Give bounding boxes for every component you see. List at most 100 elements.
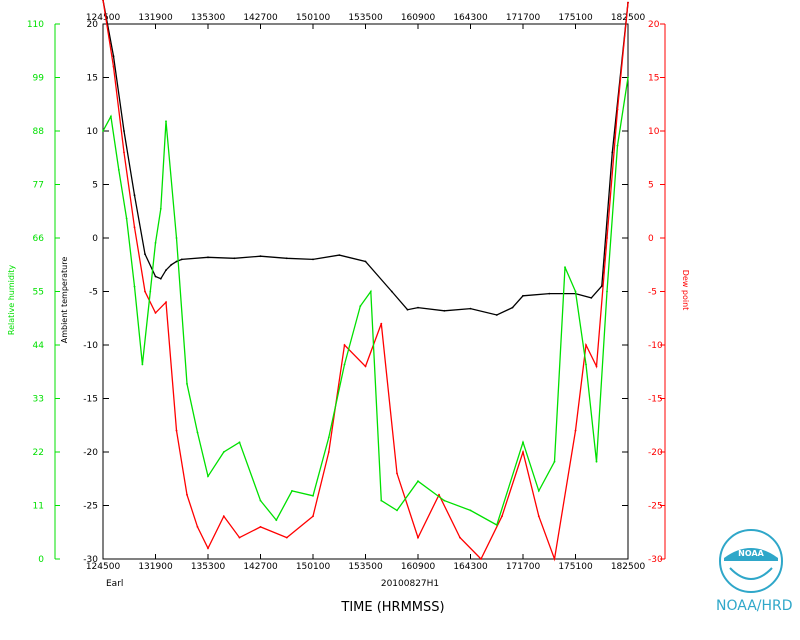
dew-axis-title: Dew point	[681, 270, 690, 311]
series-point-dewpoint	[285, 536, 288, 539]
series-point-humidity	[125, 217, 128, 220]
series-point-humidity	[564, 266, 566, 269]
series-point-dewpoint	[133, 226, 136, 229]
x-tick-label: 171700	[506, 562, 541, 572]
series-point-temperature	[469, 307, 472, 310]
series-point-temperature	[417, 306, 419, 309]
storm-label: Earl	[106, 579, 123, 589]
x-tick-label: 135300	[191, 562, 226, 572]
series-point-temperature	[406, 308, 409, 311]
series-point-humidity	[186, 383, 188, 385]
x-tick-label: 182500	[611, 562, 646, 572]
series-line-dewpoint	[102, 0, 629, 562]
series-point-humidity	[443, 499, 446, 502]
x-tick-label: 175100	[558, 562, 593, 572]
dew-tick-label: 20	[648, 20, 660, 30]
series-point-humidity	[495, 524, 498, 526]
series-point-humidity	[141, 363, 144, 366]
series-point-humidity	[154, 242, 157, 244]
series-point-dewpoint	[196, 526, 199, 528]
series-point-temperature	[154, 275, 157, 278]
rh-tick-label: 33	[33, 395, 44, 405]
temp-tick-label: -5	[89, 288, 98, 298]
series-point-dewpoint	[553, 558, 556, 560]
x-tick-label-top: 175100	[558, 13, 593, 23]
series-point-humidity	[595, 460, 598, 463]
series-point-temperature	[548, 292, 551, 295]
series-point-dewpoint	[480, 558, 482, 560]
series-point-humidity	[396, 509, 398, 512]
date-label: 20100827H1	[381, 579, 439, 589]
series-point-dewpoint	[595, 365, 598, 368]
series-point-dewpoint	[312, 515, 314, 518]
temp-axis-title: Ambient temperature	[60, 257, 69, 344]
series-point-humidity	[207, 475, 209, 478]
x-tick-label: 142700	[243, 562, 278, 572]
series-point-temperature	[285, 257, 288, 260]
x-tick-label-top: 124500	[86, 13, 121, 23]
x-tick-label-top: 153500	[348, 13, 383, 23]
series-point-dewpoint	[222, 515, 225, 518]
x-tick-label-top: 131900	[138, 13, 173, 23]
rh-tick-label: 0	[38, 555, 44, 565]
series-point-temperature	[364, 260, 367, 263]
series-point-humidity	[469, 509, 472, 512]
series-point-temperature	[133, 194, 136, 197]
series-point-humidity	[522, 441, 524, 444]
x-tick-label-top: 142700	[243, 13, 278, 23]
series-point-dewpoint	[574, 429, 577, 432]
series-point-dewpoint	[537, 515, 540, 518]
series-point-humidity	[585, 363, 587, 366]
series-point-humidity	[102, 130, 104, 132]
x-tick-label-top: 160900	[401, 13, 436, 23]
time-axis-title: TIME (HRMMSS)	[340, 600, 444, 615]
series-point-temperature	[175, 260, 178, 263]
rh-tick-label: 110	[27, 20, 44, 30]
temp-tick-label: -30	[83, 555, 98, 565]
series-point-dewpoint	[175, 429, 178, 432]
dew-tick-label: -15	[648, 395, 663, 405]
series-point-temperature	[123, 130, 125, 132]
x-tick-label: 124500	[86, 562, 121, 572]
series-point-humidity	[196, 431, 199, 434]
series-point-humidity	[117, 169, 120, 171]
x-tick-label-top: 182500	[611, 13, 646, 23]
noaa-logo-icon: NOAA	[719, 529, 783, 593]
plot-frame	[102, 23, 629, 560]
dew-tick-label: 10	[648, 127, 660, 137]
dew-tick-label: -5	[648, 288, 657, 298]
temp-tick-label: -25	[83, 502, 98, 512]
series-point-dewpoint	[144, 290, 146, 293]
series-point-humidity	[222, 451, 225, 453]
x-tick-label: 153500	[348, 562, 383, 572]
rh-tick-label: 55	[33, 288, 44, 298]
series-point-humidity	[343, 363, 346, 366]
plot-area	[102, 23, 629, 560]
rh-tick-label: 66	[33, 234, 45, 244]
series-point-humidity	[275, 519, 278, 521]
series-point-temperature	[495, 314, 498, 316]
series-point-humidity	[359, 305, 362, 307]
rh-tick-label: 44	[33, 341, 45, 351]
series-point-temperature	[511, 306, 514, 309]
series-point-temperature	[443, 309, 446, 312]
temp-tick-label: 5	[92, 181, 98, 191]
series-point-dewpoint	[112, 65, 115, 68]
series-point-humidity	[606, 290, 608, 293]
series-point-dewpoint	[396, 472, 398, 475]
axis-titles: Relative humidity Ambient temperature De…	[7, 257, 690, 615]
series-point-temperature	[159, 277, 162, 280]
series-point-humidity	[133, 285, 136, 288]
series-point-temperature	[207, 256, 209, 259]
series-point-dewpoint	[207, 547, 209, 550]
dew-tick-label: -20	[648, 448, 663, 458]
temp-tick-label: -10	[83, 341, 98, 351]
series-point-temperature	[112, 55, 115, 57]
x-tick-label: 160900	[401, 562, 436, 572]
rh-tick-label: 11	[33, 502, 44, 512]
series-point-dewpoint	[459, 536, 461, 539]
series-point-humidity	[380, 499, 383, 502]
x-tick-label-top: 135300	[191, 13, 226, 23]
x-tick-label-top: 150100	[296, 13, 331, 23]
